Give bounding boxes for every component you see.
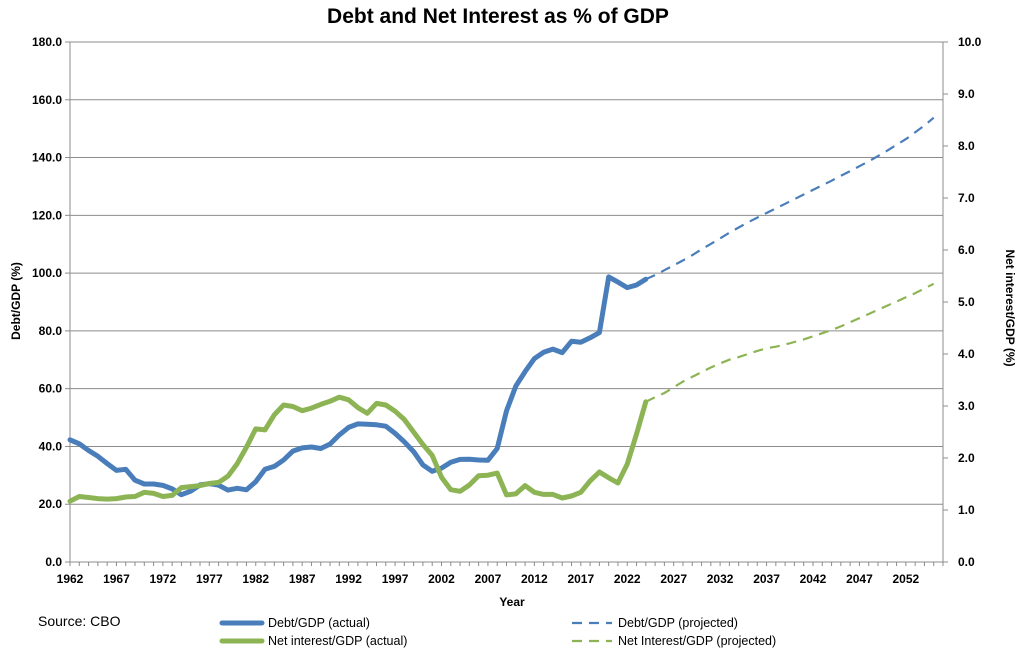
- x-tick-label: 1962: [57, 572, 84, 586]
- x-tick-label: 1987: [289, 572, 316, 586]
- y-right-tick-label: 8.0: [958, 139, 975, 153]
- x-tick-label: 2042: [800, 572, 827, 586]
- legend-net-interest-actual: Net interest/GDP (actual): [219, 634, 407, 648]
- x-axis-label: Year: [499, 595, 525, 609]
- y-left-tick-label: 40.0: [39, 439, 63, 453]
- x-tick-label: 2012: [521, 572, 548, 586]
- y-left-tick-label: 0.0: [45, 555, 62, 569]
- y-right-tick-label: 9.0: [958, 87, 975, 101]
- debt-projected-line: [645, 116, 935, 281]
- x-tick-label: 2027: [660, 572, 687, 586]
- legend-label: Net Interest/GDP (projected): [618, 634, 776, 648]
- debt-actual-line: [67, 274, 649, 498]
- chart-title: Debt and Net Interest as % of GDP: [327, 5, 669, 28]
- x-tick-label: 1997: [382, 572, 409, 586]
- net-interest-actual-line: [67, 394, 649, 504]
- y-right-tick-label: 3.0: [958, 399, 975, 413]
- x-tick-label: 1982: [242, 572, 269, 586]
- x-tick-label: 1967: [103, 572, 130, 586]
- y-left-tick-label: 20.0: [39, 497, 63, 511]
- x-tick-label: 2052: [892, 572, 919, 586]
- legend: Debt/GDP (actual) Debt/GDP (projected) Net…: [219, 616, 776, 648]
- legend-debt-actual: Debt/GDP (actual): [219, 616, 370, 630]
- y-right-tick-label: 6.0: [958, 243, 975, 257]
- x-tick-label: 2032: [707, 572, 734, 586]
- x-tick-label: 1977: [196, 572, 223, 586]
- y-left-tick-label: 120.0: [32, 208, 62, 222]
- x-tick-label: 2037: [753, 572, 780, 586]
- series-lines: [67, 116, 935, 504]
- y-left-tick-label: 140.0: [32, 151, 62, 165]
- y-left-tick-label: 100.0: [32, 266, 62, 280]
- legend-label: Debt/GDP (projected): [618, 616, 738, 630]
- x-tick-label: 1972: [150, 572, 177, 586]
- legend-label: Net interest/GDP (actual): [268, 634, 407, 648]
- grid-lines: [70, 41, 943, 505]
- y-right-tick-label: 10.0: [958, 35, 982, 49]
- x-tick-label: 2007: [475, 572, 502, 586]
- y-right-tick-labels: 0.0 1.0 2.0 3.0 4.0 5.0 6.0 7.0 8.0 9.0 10.0: [958, 35, 982, 569]
- x-tick-label: 2047: [846, 572, 873, 586]
- y-left-tick-labels: 0.0 20.0 40.0 60.0 80.0 100.0 120.0 140.0 160.0 1…: [32, 35, 62, 569]
- legend-debt-projected: Debt/GDP (projected): [572, 616, 738, 630]
- y-right-tick-label: 7.0: [958, 191, 975, 205]
- axes: [65, 41, 948, 566]
- y-left-tick-label: 60.0: [39, 382, 63, 396]
- x-tick-label: 1992: [335, 572, 362, 586]
- y-right-axis-label: Net interest/GDP (%): [1003, 249, 1017, 366]
- x-tick-labels: 1962 1967 1972 1977 1982 1987 1992 1997 2002 2007…: [57, 572, 920, 586]
- y-right-tick-label: 1.0: [958, 503, 975, 517]
- legend-net-interest-projected: Net Interest/GDP (projected): [572, 634, 776, 648]
- net-interest-projected-line: [645, 282, 935, 403]
- y-left-tick-label: 160.0: [32, 93, 62, 107]
- x-tick-label: 2002: [428, 572, 455, 586]
- y-right-tick-label: 5.0: [958, 295, 975, 309]
- y-left-tick-label: 180.0: [32, 35, 62, 49]
- y-left-axis-label: Debt/GDP (%): [9, 262, 23, 340]
- x-tick-label: 2017: [567, 572, 594, 586]
- legend-label: Debt/GDP (actual): [268, 616, 370, 630]
- y-right-tick-label: 0.0: [958, 555, 975, 569]
- source-note: Source: CBO: [38, 613, 121, 629]
- x-tick-label: 2022: [614, 572, 641, 586]
- y-left-tick-label: 80.0: [39, 324, 63, 338]
- y-right-tick-label: 4.0: [958, 347, 975, 361]
- y-right-tick-label: 2.0: [958, 451, 975, 465]
